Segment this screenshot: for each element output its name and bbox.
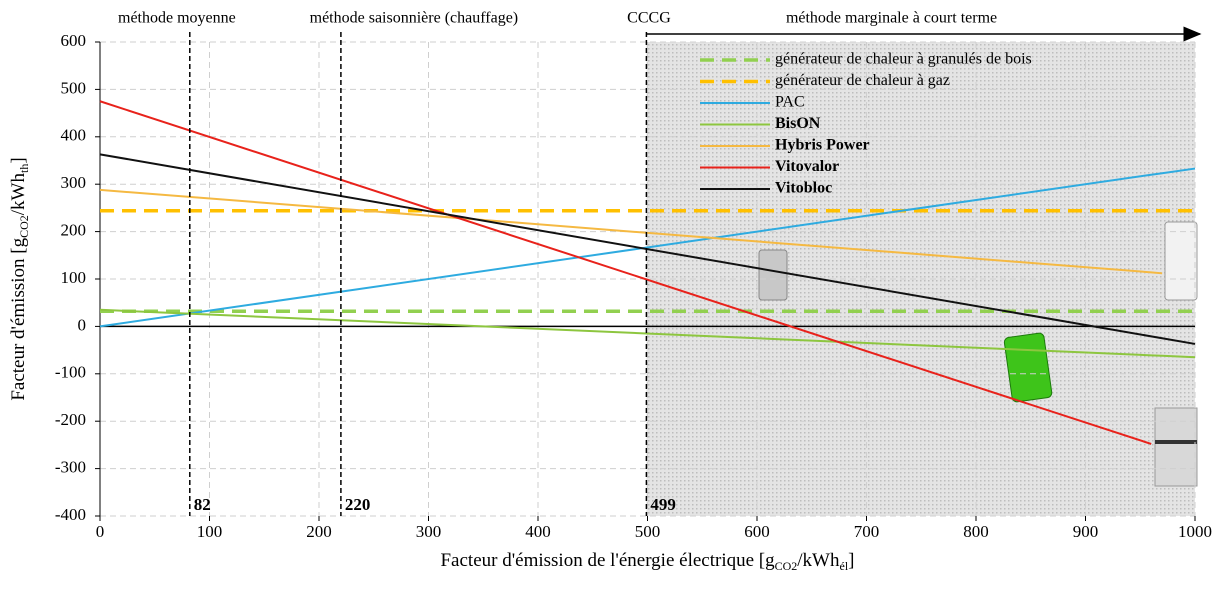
label-part: CO2 — [775, 559, 798, 573]
label-part: /kWh — [797, 550, 840, 571]
legend-label: BisON — [775, 115, 821, 132]
series-line — [99, 308, 1196, 359]
y-tick-label: 0 — [78, 315, 87, 334]
series-line — [99, 153, 1196, 345]
x-tick-label: 0 — [96, 522, 105, 541]
x-axis-label: Facteur d'émission de l'énergie électriq… — [440, 550, 854, 572]
x-tick-label: 600 — [744, 522, 770, 541]
x-tick-label: 700 — [854, 522, 880, 541]
label-part: CO2 — [17, 215, 31, 238]
legend-label: Vitovalor — [775, 158, 839, 175]
label-part: /kWh — [8, 173, 29, 216]
x-tick-label: 100 — [197, 522, 223, 541]
series-line — [99, 100, 1152, 445]
legend-label: Hybris Power — [775, 137, 870, 154]
x-tick-label: 800 — [963, 522, 989, 541]
label-part: ] — [8, 157, 29, 163]
series-line — [99, 167, 1196, 328]
region-label: CCCG — [627, 10, 671, 27]
region-label: méthode saisonnière (chauffage) — [310, 10, 519, 27]
y-tick-label: 600 — [61, 31, 87, 50]
x-tick-label: 200 — [306, 522, 332, 541]
x-tick-label: 1000 — [1178, 522, 1212, 541]
region-label: méthode marginale à court terme — [786, 10, 997, 27]
reference-label: 220 — [345, 495, 371, 514]
reference-label: 499 — [650, 495, 676, 514]
label-part: ] — [848, 550, 854, 571]
y-tick-label: -200 — [55, 410, 86, 429]
y-tick-label: 500 — [61, 78, 87, 97]
y-tick-label: -400 — [55, 505, 86, 524]
y-tick-label: -100 — [55, 363, 86, 382]
reference-label: 82 — [194, 495, 211, 514]
x-tick-label: 900 — [1073, 522, 1099, 541]
label-part: Facteur d'émission [g — [8, 237, 29, 400]
region-label: méthode moyenne — [118, 10, 236, 27]
y-tick-label: -300 — [55, 458, 86, 477]
label-part: th — [17, 164, 31, 173]
x-tick-label: 400 — [525, 522, 551, 541]
x-tick-label: 500 — [635, 522, 661, 541]
y-tick-label: 100 — [61, 268, 87, 287]
legend-label: Vitobloc — [775, 180, 832, 197]
series-line — [99, 188, 1163, 275]
legend-label: PAC — [775, 94, 805, 111]
y-tick-label: 300 — [61, 173, 87, 192]
label-part: él — [840, 559, 849, 573]
legend-label: générateur de chaleur à granulés de bois — [775, 51, 1032, 68]
legend-label: générateur de chaleur à gaz — [775, 72, 950, 89]
y-tick-label: 400 — [61, 126, 87, 145]
y-tick-label: 200 — [61, 221, 87, 240]
x-tick-label: 300 — [416, 522, 442, 541]
y-axis-label: Facteur d'émission [gCO2/kWhth] — [8, 157, 30, 400]
label-part: Facteur d'émission de l'énergie électriq… — [440, 550, 775, 571]
